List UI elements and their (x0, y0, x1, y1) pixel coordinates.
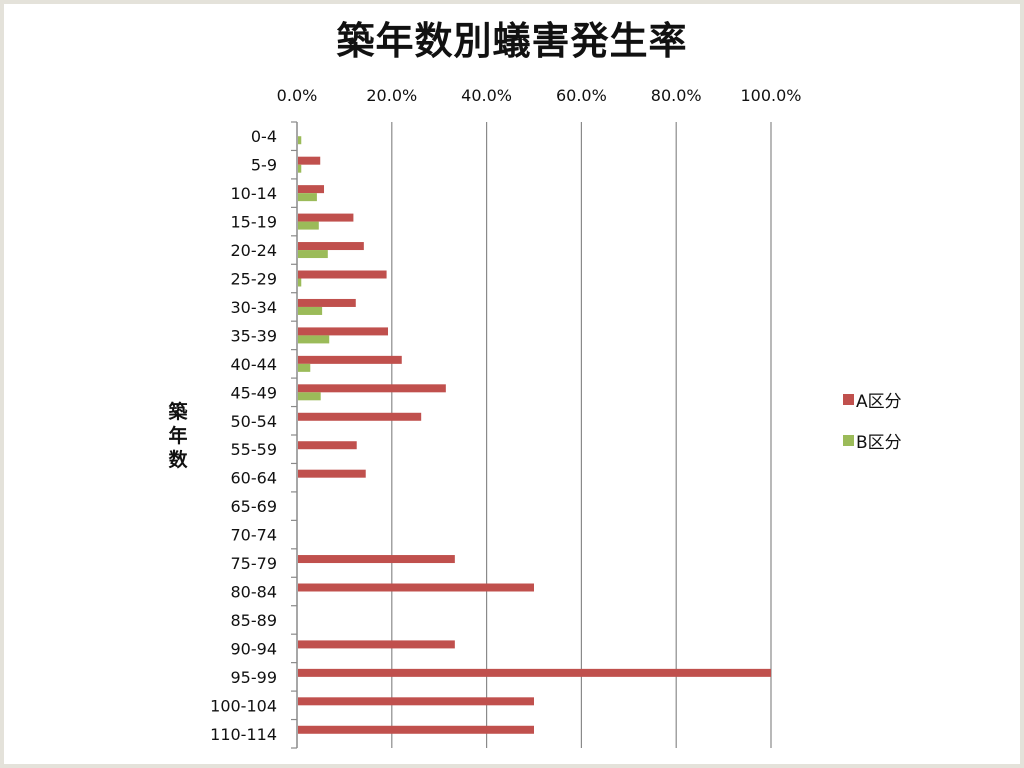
x-tick-label: 80.0% (651, 86, 702, 105)
y-tick-label: 55-59 (231, 440, 278, 459)
x-tick-label: 40.0% (461, 86, 512, 105)
y-tick-label: 25-29 (231, 270, 278, 289)
x-tick-label: 100.0% (740, 86, 801, 105)
y-tick-label: 110-114 (210, 725, 277, 744)
bar-a (298, 469, 366, 478)
y-axis-label-char: 数 (168, 449, 188, 471)
bar-b (298, 164, 302, 173)
bar-b (298, 306, 323, 315)
y-tick-label: 20-24 (231, 241, 278, 260)
legend-label-b: B区分 (856, 433, 902, 453)
y-tick-label: 75-79 (231, 554, 278, 573)
y-tick-label: 80-84 (231, 583, 278, 602)
legend-swatch-a (843, 394, 854, 405)
bar-b (298, 335, 330, 344)
legend-item-b: B区分 (843, 428, 902, 453)
bar-a (298, 298, 356, 307)
y-tick-label: 95-99 (231, 668, 278, 687)
bar-b (298, 221, 319, 230)
x-tick-label: 20.0% (366, 86, 417, 105)
y-tick-label: 0-4 (251, 127, 277, 146)
bar-b (298, 193, 317, 202)
bar-a (298, 640, 455, 649)
bar-a (298, 327, 389, 336)
bar-a (298, 725, 534, 734)
bar-a (298, 213, 354, 222)
y-tick-label: 70-74 (231, 526, 278, 545)
bar-a (298, 270, 387, 279)
y-tick-label: 50-54 (231, 412, 278, 431)
y-tick-label: 5-9 (251, 156, 277, 175)
y-tick-label: 30-34 (231, 298, 278, 317)
y-tick-label: 35-39 (231, 326, 278, 345)
bar-a (298, 555, 455, 564)
bar-a (298, 384, 446, 393)
y-tick-label: 65-69 (231, 497, 278, 516)
bar-a (298, 441, 357, 450)
chart-title: 築年数別蟻害発生率 (336, 19, 688, 63)
y-tick-label: 60-64 (231, 469, 278, 488)
legend-label-a: A区分 (856, 392, 902, 412)
bar-a (298, 185, 325, 194)
x-tick-label: 60.0% (556, 86, 607, 105)
bar-b (298, 392, 321, 401)
y-tick-label: 15-19 (231, 213, 278, 232)
y-tick-label: 45-49 (231, 383, 278, 402)
bar-b (298, 278, 302, 287)
y-tick-label: 85-89 (231, 611, 278, 630)
bar-a (298, 668, 771, 677)
bar-b (298, 136, 302, 145)
y-tick-label: 90-94 (231, 639, 278, 658)
y-tick-label: 100-104 (210, 696, 277, 715)
legend-item-a: A区分 (843, 387, 902, 412)
bar-a (298, 355, 402, 364)
y-axis-label-char: 築 (168, 401, 188, 423)
y-axis-label: 築年数 (166, 400, 190, 472)
bar-a (298, 697, 534, 706)
x-tick-label: 0.0% (277, 86, 318, 105)
bar-a (298, 156, 321, 165)
y-axis-label-char: 年 (168, 425, 188, 447)
bar-a (298, 242, 364, 251)
bar-b (298, 363, 311, 372)
y-tick-label: 10-14 (231, 184, 278, 203)
bar-a (298, 583, 534, 592)
bar-a (298, 412, 422, 421)
slide (4, 4, 1020, 764)
bar-b (298, 250, 328, 259)
y-tick-label: 40-44 (231, 355, 278, 374)
legend-swatch-b (843, 435, 854, 446)
